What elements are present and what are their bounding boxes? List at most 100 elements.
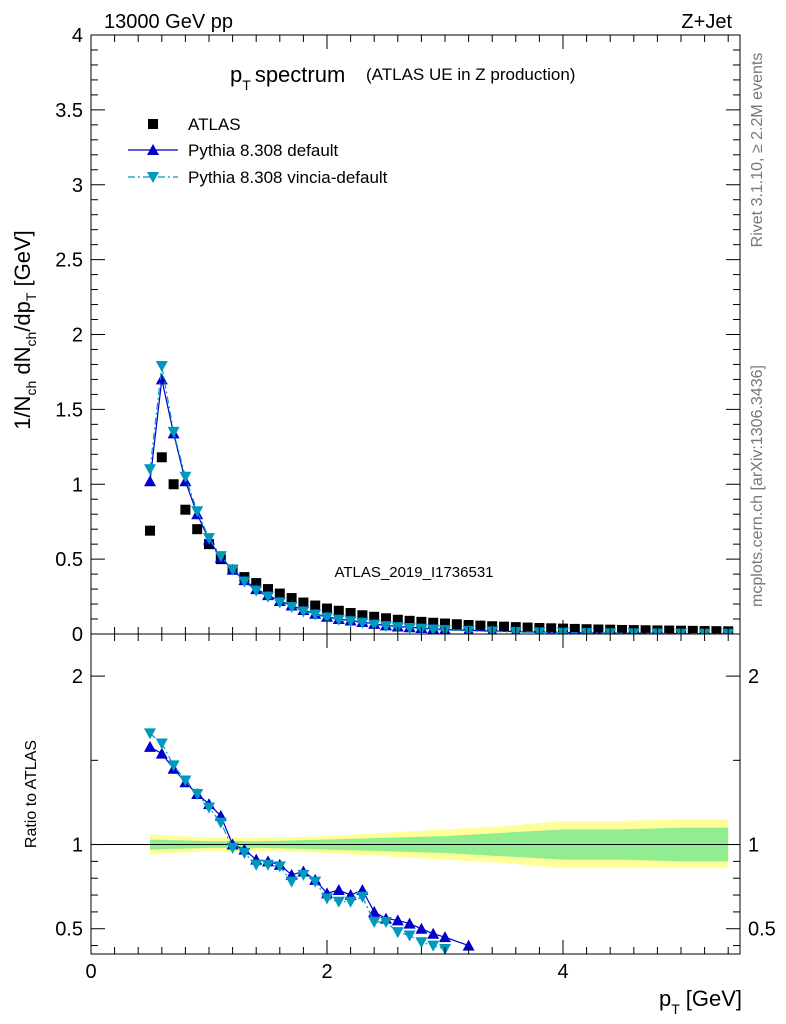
atlas-point xyxy=(569,623,580,634)
pythia-default-line xyxy=(149,379,729,634)
ratio-y-tick-label-right: 1 xyxy=(748,835,759,857)
ratio-y-tick-label-right: 0.5 xyxy=(748,919,776,941)
atlas-point xyxy=(168,479,179,490)
legend-label: Pythia 8.308 vincia-default xyxy=(188,168,388,187)
ratio-pythia-vincia-point xyxy=(403,930,416,942)
ratio-pythia-vincia-point xyxy=(344,896,357,908)
ratio-pythia-vincia-point xyxy=(391,927,404,939)
atlas-point xyxy=(145,525,155,536)
header-right: Z+Jet xyxy=(681,11,732,33)
pythia-vincia-point xyxy=(427,624,440,634)
atlas-point xyxy=(180,504,191,515)
ratio-pythia-vincia-point xyxy=(297,869,310,881)
legend: ATLAS Pythia 8.308 default Pythia 8.308 vi… xyxy=(128,115,388,187)
atlas-point xyxy=(369,611,380,622)
atlas-point xyxy=(286,593,297,604)
legend-marker xyxy=(147,144,159,155)
pythia-vincia-point xyxy=(273,597,286,609)
x-tick-label: 2 xyxy=(321,961,332,983)
ratio-pythia-vincia-point xyxy=(321,893,333,905)
ratio-pythia-vincia-point xyxy=(309,876,322,888)
ratio-pythia-vincia-point xyxy=(262,859,274,871)
ratio-y-tick-label-right: 2 xyxy=(748,666,759,688)
y-tick-label: 3.5 xyxy=(55,100,83,122)
ratio-pythia-vincia-point xyxy=(144,728,156,740)
ratio-axes: 0.5 0.5 1 1 2 2 0 2 4 xyxy=(55,634,776,983)
pythia-vincia-point xyxy=(380,621,392,633)
atlas-point xyxy=(687,625,698,634)
watermark: ATLAS_2019_I1736531 xyxy=(334,564,493,581)
y-tick-label: 3 xyxy=(72,175,83,197)
y-tick-label: 0 xyxy=(72,624,83,646)
ratio-pythia-default-point xyxy=(427,927,440,939)
pythia-vincia-point xyxy=(167,426,180,438)
pythia-vincia-point xyxy=(297,606,310,618)
y-tick-label: 0.5 xyxy=(55,549,83,571)
y-tick-label: 4 xyxy=(72,25,83,47)
pythia-vincia-point xyxy=(332,614,345,626)
ratio-pythia-vincia-point xyxy=(356,891,369,903)
legend-label: Pythia 8.308 default xyxy=(188,141,339,160)
atlas-point xyxy=(322,603,332,614)
ratio-pythia-default-point xyxy=(391,914,404,926)
ratio-marks xyxy=(144,728,475,954)
atlas-point xyxy=(664,625,675,634)
x-tick-label: 4 xyxy=(557,961,568,983)
ratio-pythia-vincia-point xyxy=(214,817,227,829)
atlas-point xyxy=(310,600,321,611)
ratio-y-tick-label: 2 xyxy=(72,666,83,688)
y-tick-label: 1 xyxy=(72,474,83,496)
spectrum-axes: 0 0.5 1 1.5 2 2.5 3 3.5 4 xyxy=(55,25,740,646)
pythia-vincia-point xyxy=(226,564,239,576)
chart-title: pT spectrum xyxy=(230,62,345,93)
ratio-pythia-default-point xyxy=(332,884,345,895)
ratio-pythia-vincia-point xyxy=(380,917,392,928)
ratio-pythia-default-point xyxy=(403,917,416,929)
pythia-vincia-point xyxy=(262,591,274,603)
atlas-point xyxy=(451,619,462,630)
ratio-pythia-vincia-point xyxy=(179,775,192,787)
ratio-pythia-vincia-point xyxy=(167,760,180,772)
ratio-pythia-vincia-point xyxy=(415,937,428,949)
ratio-pythia-vincia-point xyxy=(238,847,251,859)
atlas-point xyxy=(522,622,533,633)
atlas-point xyxy=(617,624,627,634)
ratio-pythia-default-point xyxy=(144,740,156,752)
pythia-vincia-point xyxy=(155,360,168,372)
ratio-pythia-default-point xyxy=(415,922,428,934)
mcplots-label: mcplots.cern.ch [arXiv:1306.3436] xyxy=(749,365,766,607)
ratio-pythia-vincia-point xyxy=(332,896,345,908)
spectrum-marks xyxy=(144,360,735,634)
pythia-vincia-point xyxy=(203,533,215,545)
ratio-pythia-vincia-point xyxy=(155,738,168,750)
uncertainty-band xyxy=(91,819,740,869)
pythia-vincia-line xyxy=(149,365,729,634)
atlas-point xyxy=(333,605,344,616)
ratio-ylabel: Ratio to ATLAS xyxy=(23,740,40,848)
header-left: 13000 GeV pp xyxy=(104,11,233,33)
legend-marker xyxy=(147,172,159,183)
atlas-point xyxy=(381,613,391,624)
pythia-vincia-point xyxy=(356,617,369,629)
pythia-vincia-point xyxy=(144,464,156,476)
atlas-point xyxy=(475,620,486,631)
spectrum-panel: 0 0.5 1 1.5 2 2.5 3 3.5 4 ATLAS_2019_I1736531 pT… xyxy=(10,25,741,646)
ratio-pythia-vincia-point xyxy=(273,861,286,873)
atlas-point xyxy=(298,597,309,608)
ratio-y-tick-label: 0.5 xyxy=(55,919,83,941)
pythia-default-point xyxy=(144,475,156,487)
ratio-pythia-default-point xyxy=(368,905,381,917)
pythia-vincia-point xyxy=(191,506,204,518)
y-tick-label: 2.5 xyxy=(55,250,83,272)
atlas-point xyxy=(711,626,722,634)
pythia-vincia-point xyxy=(321,612,333,624)
spectrum-ylabel: 1/Nch dNch/dpT [GeV] xyxy=(10,230,39,430)
pythia-vincia-point xyxy=(368,619,381,631)
atlas-point xyxy=(499,621,509,632)
pythia-vincia-point xyxy=(344,616,357,628)
atlas-point xyxy=(274,588,285,599)
pythia-vincia-point xyxy=(214,551,227,563)
atlas-point xyxy=(192,524,203,535)
ratio-pythia-vincia-point xyxy=(368,917,381,928)
atlas-point xyxy=(593,624,604,634)
